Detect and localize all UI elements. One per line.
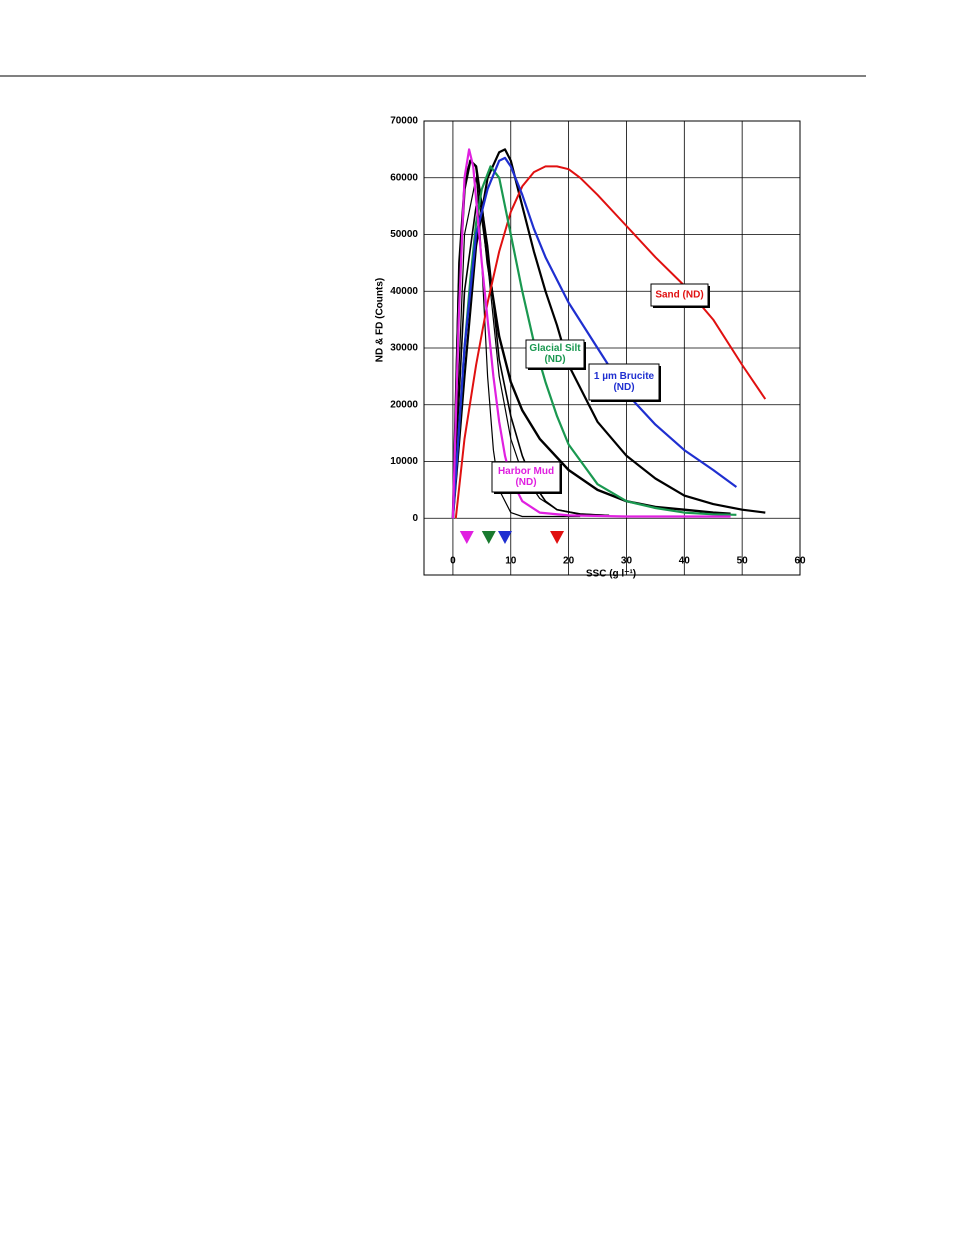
x-tick-label: 0	[450, 556, 456, 567]
annotation-text: Harbor Mud	[498, 466, 554, 477]
peak-marker	[481, 531, 496, 544]
y-tick-label: 40000	[390, 286, 418, 297]
annotation-box	[588, 363, 660, 401]
y-tick-label: 50000	[390, 229, 418, 240]
y-tick-label: 10000	[390, 456, 418, 467]
x-tick-label: 10	[505, 556, 517, 567]
y-axis-label: ND & FD (Counts)	[375, 278, 386, 362]
x-axis-label: SSC (g l⁻¹)	[586, 569, 636, 580]
peak-marker	[497, 531, 512, 544]
peak-marker	[459, 531, 474, 544]
y-tick-label: 0	[412, 513, 418, 524]
annotation-text: (ND)	[515, 477, 536, 488]
peak-marker	[550, 531, 565, 544]
series-line	[451, 159, 731, 519]
series-line	[451, 165, 737, 519]
series-line	[451, 156, 738, 519]
annotation-text: (ND)	[613, 382, 634, 393]
annotation-box	[491, 461, 561, 493]
y-tick-label: 60000	[390, 172, 418, 183]
x-tick-label: 60	[794, 556, 806, 567]
x-tick-label: 20	[563, 556, 575, 567]
annotation-text: Glacial Silt	[529, 343, 581, 354]
x-tick-label: 50	[737, 556, 749, 567]
annotation-box	[525, 339, 585, 369]
y-tick-label: 30000	[390, 343, 418, 354]
chart: 0 10000 20000 30000 40000 50000 60000 70000 0 10 2…	[375, 116, 806, 580]
x-tick-label: 40	[679, 556, 691, 567]
y-tick-label: 70000	[390, 116, 418, 127]
x-tick-label: 30	[621, 556, 633, 567]
y-tick-label: 20000	[390, 399, 418, 410]
series-line	[451, 148, 766, 519]
series-line	[451, 148, 731, 519]
annotation-text: (ND)	[544, 354, 565, 365]
annotation-text: Sand (ND)	[655, 290, 703, 301]
annotation-box	[650, 283, 709, 307]
annotation-text: 1 µm Brucite	[594, 371, 655, 382]
